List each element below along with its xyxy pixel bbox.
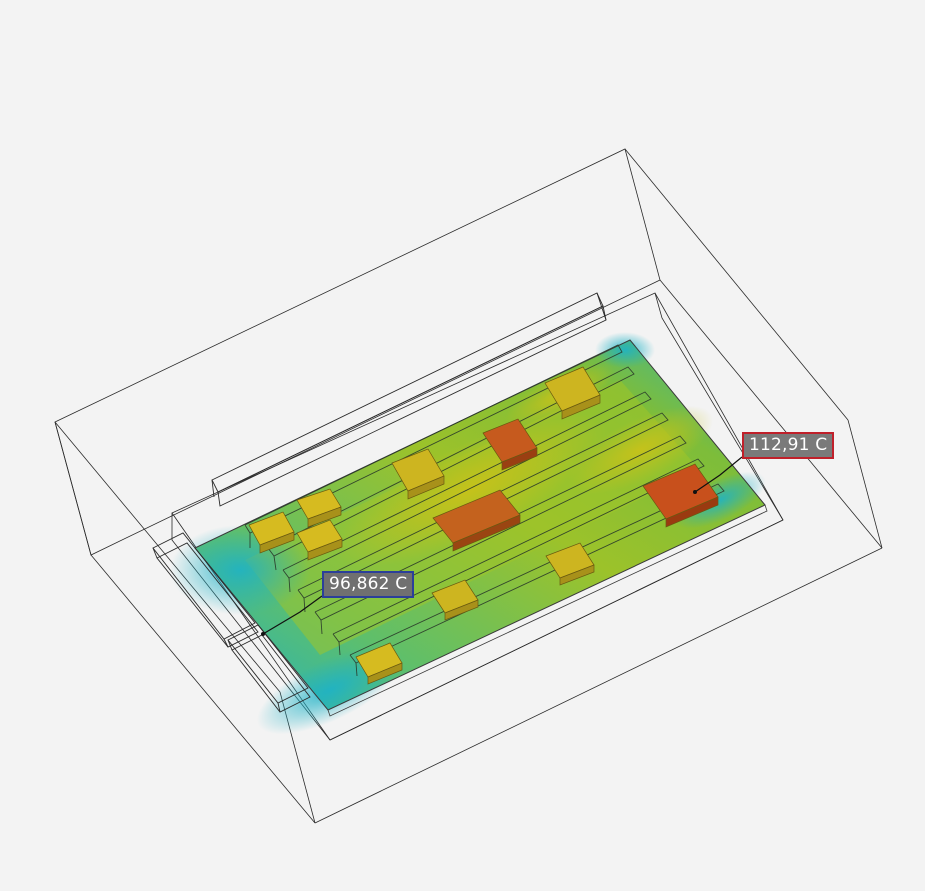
probe-leaders <box>262 456 743 635</box>
probe-min-temperature-label[interactable]: 96,862 C <box>322 571 415 598</box>
chip-bottom-middle <box>431 579 479 621</box>
top-bars-wireframe <box>211 292 607 507</box>
components <box>248 366 719 685</box>
chip-hot-center <box>432 489 521 552</box>
chip-top-right <box>544 366 601 420</box>
probe-min-leader <box>262 595 323 635</box>
chip-hot-top <box>482 418 538 471</box>
chip-left-3 <box>296 519 343 561</box>
enclosure-wireframe <box>54 148 883 824</box>
chip-hot-right <box>642 463 719 528</box>
chip-left-1 <box>296 488 342 528</box>
probe-max-temperature-label[interactable]: 112,91 C <box>742 432 835 459</box>
probe-max-leader <box>694 456 743 493</box>
chip-upper-middle <box>391 448 445 500</box>
chip-left-2 <box>248 511 295 554</box>
probe-marker-icon <box>261 490 697 636</box>
chip-bottom-left <box>355 642 403 685</box>
chip-bottom-right <box>545 542 595 586</box>
left-connectors <box>152 532 311 713</box>
